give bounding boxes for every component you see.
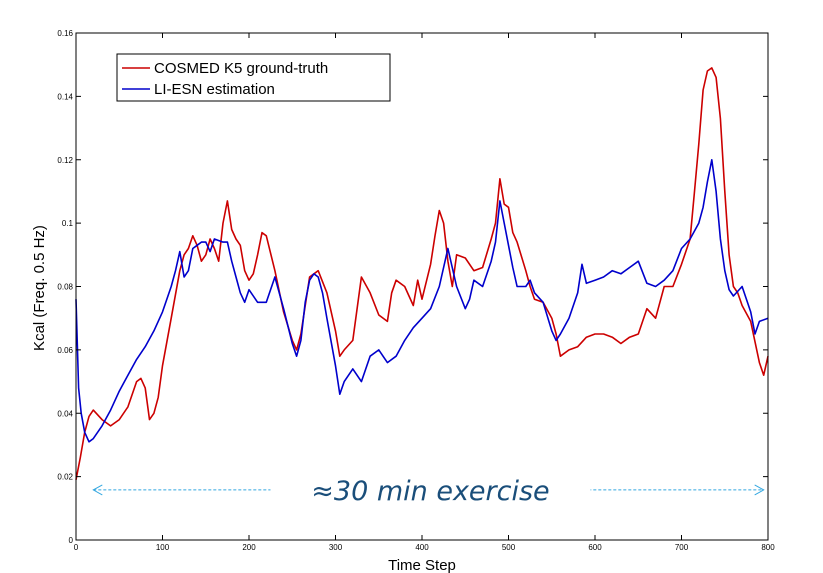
annotation: ≈30 min exercise (92, 472, 765, 507)
annotation-text: ≈30 min exercise (311, 476, 549, 507)
annotation-arrowhead-left (92, 484, 103, 496)
legend: COSMED K5 ground-truth LI-ESN estimation (116, 53, 391, 102)
x-tick-label: 800 (761, 543, 775, 552)
x-tick-label: 100 (156, 543, 170, 552)
y-tick-label: 0.14 (57, 92, 73, 101)
y-tick-label: 0.04 (57, 409, 73, 418)
y-tick-label: 0.1 (62, 219, 74, 228)
y-tick-label: 0.16 (57, 29, 73, 38)
x-tick-label: 300 (329, 543, 343, 552)
x-tick-label: 0 (74, 543, 79, 552)
legend-box (116, 53, 391, 102)
x-axis-label: Time Step (388, 557, 456, 573)
annotation-arrowhead-right (754, 484, 765, 496)
legend-label-estimation: LI-ESN estimation (154, 81, 275, 98)
y-tick-label: 0 (69, 536, 74, 545)
y-tick-label: 0.02 (57, 473, 73, 482)
annotation-text-background (270, 472, 591, 507)
y-tick-label: 0.08 (57, 283, 73, 292)
series-line-1 (75, 159, 769, 443)
series-line-0 (75, 67, 769, 480)
plot-area (75, 67, 769, 480)
legend-label-ground-truth: COSMED K5 ground-truth (154, 60, 328, 77)
x-tick-label: 400 (415, 543, 429, 552)
y-tick-label: 0.12 (57, 156, 73, 165)
x-tick-label: 700 (675, 543, 689, 552)
y-tick-label: 0.06 (57, 346, 73, 355)
x-tick-label: 500 (502, 543, 516, 552)
y-axis-label: Kcal (Freq. 0.5 Hz) (31, 225, 48, 351)
x-tick-label: 600 (588, 543, 602, 552)
x-tick-label: 200 (242, 543, 256, 552)
axes: 0 100 200 300 400 500 600 700 800 0 0.02 0.04 0.06 0.… (57, 29, 775, 552)
